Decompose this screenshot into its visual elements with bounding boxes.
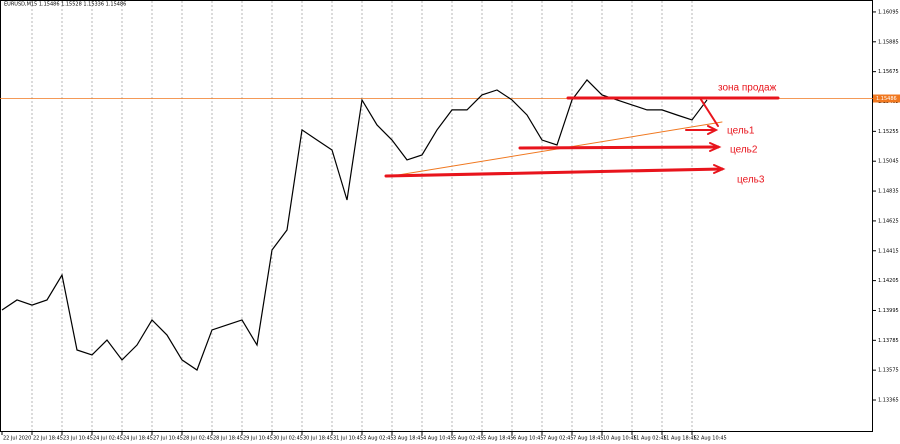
x-tick-label: 7 Aug 18:45: [573, 436, 604, 442]
x-tick-label: 3 Aug 02:45: [363, 436, 394, 442]
plot-frame: [0, 0, 873, 432]
y-tick-label: 1.14625: [878, 218, 899, 224]
arrow-head: [709, 142, 722, 152]
arrow-head: [713, 164, 726, 174]
annotation: цель3: [737, 175, 765, 186]
x-tick-label: 5 Aug 02:45: [453, 436, 484, 442]
arrow: [699, 97, 719, 127]
y-tick-label: 1.14835: [878, 189, 899, 195]
arrow: [518, 145, 720, 150]
annotation: цель2: [730, 145, 758, 156]
x-tick-label: 3 Aug 18:45: [393, 436, 424, 442]
x-tick-label: 28 Jul 18:45: [213, 436, 243, 442]
price-line-series: [1, 78, 708, 371]
x-tick-label: 6 Aug 10:45: [513, 436, 544, 442]
x-tick-label: 24 Jul 02:45: [93, 436, 123, 442]
y-tick-label: 1.15255: [878, 129, 899, 135]
x-tick-label: 22 Jul 2020: [3, 436, 31, 442]
x-tick-label: 29 Jul 10:45: [243, 436, 273, 442]
x-tick-label: 5 Aug 18:45: [483, 436, 514, 442]
y-tick-label: 1.16095: [878, 9, 899, 15]
annotation: цель1: [727, 126, 755, 137]
x-tick-label: 7 Aug 02:45: [543, 436, 574, 442]
x-tick-label: 4 Aug 10:45: [423, 436, 454, 442]
x-tick-label: 31 Jul 10:45: [333, 436, 363, 442]
y-tick-label: 1.13365: [878, 398, 899, 404]
y-tick-label: 1.13995: [878, 308, 899, 314]
x-tick-label: 28 Jul 02:45: [183, 436, 213, 442]
price-tag-label: 1.15486: [876, 96, 897, 102]
y-tick-label: 1.15885: [878, 39, 899, 45]
x-tick-label: 30 Jul 18:45: [303, 436, 333, 442]
annotation: зона продаж: [718, 83, 777, 94]
x-tick-label: 27 Jul 10:45: [153, 436, 183, 442]
y-tick-label: 1.13785: [878, 338, 899, 344]
x-tick-label: 30 Jul 02:45: [273, 436, 303, 442]
x-tick-label: 10 Aug 10:45: [603, 436, 637, 442]
header: EURUSD,M15 1.15486 1.15528 1.15336 1.154…: [4, 2, 126, 8]
y-tick-label: 1.14415: [878, 248, 899, 254]
x-tick-label: 24 Jul 18:45: [123, 436, 153, 442]
x-tick-label: 12 Aug 10:45: [693, 436, 727, 442]
x-tick-label: 22 Jul 18:45: [33, 436, 63, 442]
drawings: [384, 96, 780, 178]
y-tick-label: 1.15675: [878, 69, 899, 75]
y-tick-label: 1.15045: [878, 159, 899, 165]
x-tick-label: 11 Aug 18:45: [663, 436, 697, 442]
price-tag: [873, 94, 900, 103]
x-tick-label: 11 Aug 02:45: [633, 436, 667, 442]
x-tick-label: 23 Jul 10:45: [63, 436, 93, 442]
arrow-head: [707, 125, 719, 135]
y-tick-label: 1.14205: [878, 278, 899, 284]
y-tick-label: 1.13575: [878, 368, 899, 374]
arrow: [384, 167, 724, 178]
